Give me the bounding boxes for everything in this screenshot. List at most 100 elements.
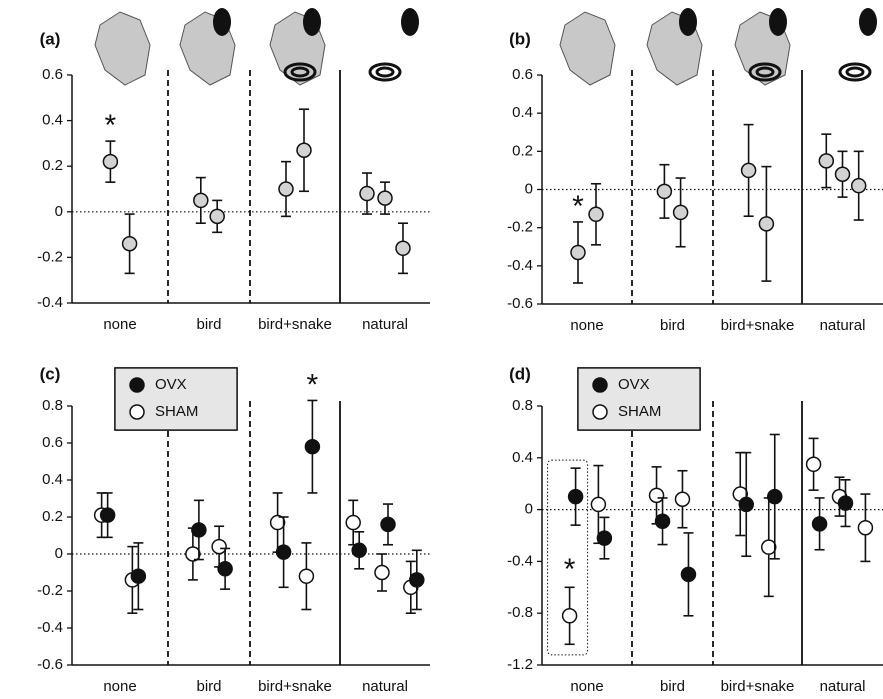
point: [766, 488, 783, 505]
y-tick-label: -0.8: [507, 604, 533, 621]
point: [409, 572, 425, 588]
y-tick-label: 0.8: [512, 397, 533, 414]
legend-label: SHAM: [618, 403, 661, 420]
x-tick-label: bird+snake: [258, 678, 332, 694]
point: [217, 561, 233, 577]
x-tick-label: natural: [820, 317, 866, 334]
y-tick-label: -0.2: [37, 248, 63, 265]
y-tick-label: 0.6: [42, 434, 63, 451]
y-tick-label: -0.4: [37, 619, 63, 636]
y-tick-label: 0: [525, 180, 533, 197]
point: [850, 177, 867, 194]
point: [345, 514, 361, 531]
x-tick-label: natural: [820, 678, 866, 694]
point: [837, 495, 854, 511]
point: [269, 514, 286, 531]
panel-label: (c): [40, 364, 61, 383]
y-tick-label: 0.2: [42, 157, 63, 174]
point: [304, 438, 321, 455]
y-tick-label: 0.8: [42, 397, 63, 414]
point: [760, 539, 777, 555]
point: [656, 183, 673, 200]
point: [130, 568, 147, 584]
annotation: *: [572, 190, 584, 223]
point: [674, 491, 691, 507]
point: [377, 190, 393, 206]
y-tick-label: 0: [55, 203, 63, 220]
point: [296, 142, 312, 158]
point: [590, 496, 607, 513]
point: [672, 204, 689, 221]
x-tick-label: none: [570, 678, 603, 694]
point: [818, 153, 835, 169]
x-tick-label: natural: [362, 316, 408, 333]
annotation: *: [564, 553, 576, 586]
x-tick-label: bird: [660, 317, 685, 334]
y-tick-label: -0.4: [507, 552, 533, 569]
point: [211, 538, 227, 555]
y-tick-label: -0.4: [37, 294, 63, 311]
point: [570, 244, 586, 261]
x-tick-label: none: [570, 317, 603, 334]
y-tick-label: -0.6: [507, 295, 533, 312]
x-tick-label: bird: [196, 316, 221, 333]
y-tick-label: 0.4: [512, 104, 533, 121]
point: [359, 185, 375, 202]
point: [121, 235, 138, 252]
y-tick-label: 0: [55, 545, 63, 562]
panel-label: (d): [509, 364, 531, 383]
annotation: *: [105, 109, 117, 142]
x-tick-label: bird+snake: [258, 316, 332, 333]
point: [191, 522, 207, 538]
y-tick-label: 0.2: [512, 142, 533, 159]
y-tick-label: 0.6: [42, 66, 63, 83]
x-tick-label: bird: [196, 678, 221, 694]
point: [99, 507, 116, 523]
point: [351, 542, 367, 559]
legend-marker: [592, 377, 608, 393]
legend-label: OVX: [155, 376, 187, 393]
point: [588, 206, 604, 223]
x-tick-label: bird: [660, 678, 685, 694]
y-tick-label: 0: [525, 501, 533, 518]
legend-marker: [592, 404, 608, 420]
legend-marker: [129, 377, 145, 393]
y-tick-label: 0.4: [42, 112, 63, 129]
point: [298, 568, 315, 584]
y-tick-label: 0.4: [42, 471, 63, 488]
snake-icons: [283, 62, 872, 82]
point: [857, 519, 874, 536]
x-tick-label: bird+snake: [721, 317, 795, 334]
panel-label: (b): [509, 29, 531, 48]
y-tick-label: 0.4: [512, 449, 533, 466]
point: [738, 496, 755, 513]
point: [758, 216, 775, 232]
point: [380, 516, 396, 533]
y-tick-label: 0.2: [42, 508, 63, 525]
x-tick-label: bird+snake: [721, 678, 795, 694]
y-tick-label: -0.4: [507, 257, 533, 274]
panel-label: (a): [40, 29, 61, 48]
legend-label: SHAM: [155, 403, 198, 420]
point: [596, 530, 613, 546]
point: [395, 240, 411, 257]
point: [805, 456, 822, 473]
point: [374, 564, 390, 581]
y-tick-label: -0.2: [507, 219, 533, 236]
point: [102, 153, 119, 170]
y-tick-label: 0.6: [512, 66, 533, 83]
x-tick-label: natural: [362, 678, 408, 694]
point: [680, 566, 697, 583]
legend-marker: [129, 404, 145, 420]
point: [193, 192, 209, 209]
point: [185, 546, 201, 562]
y-tick-label: -0.2: [37, 582, 63, 599]
point: [275, 544, 292, 560]
point: [567, 488, 584, 505]
y-tick-label: -0.6: [37, 656, 63, 673]
point: [648, 487, 665, 504]
point: [740, 162, 757, 179]
bird-icons: [213, 8, 877, 36]
x-tick-label: none: [103, 678, 136, 694]
